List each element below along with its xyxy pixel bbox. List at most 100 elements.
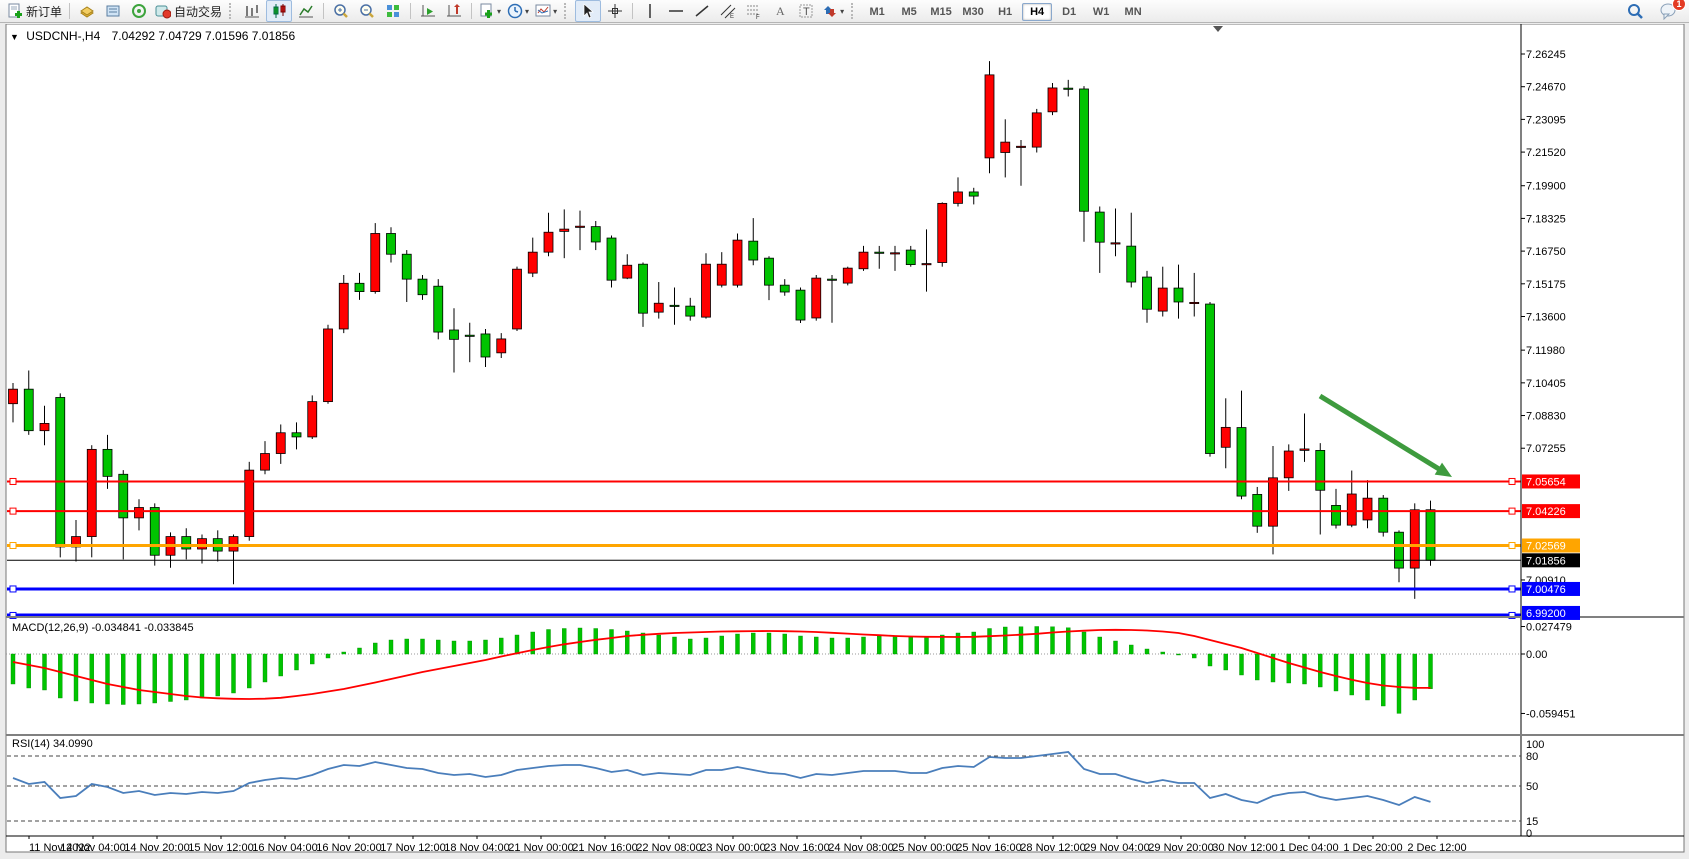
macd-bar	[609, 629, 614, 655]
hline-handle[interactable]	[1508, 585, 1516, 593]
timeframe-M15[interactable]: M15	[930, 5, 952, 18]
market-watch-button[interactable]	[75, 1, 99, 21]
macd-bar	[73, 653, 79, 702]
time-tick-label: 24 Nov 08:00	[828, 842, 893, 854]
chart-ohlc-readout: 7.04292 7.04729 7.01596 7.01856	[111, 29, 296, 43]
timeframe-M1[interactable]: M1	[869, 5, 885, 18]
cursor-button[interactable]	[575, 0, 602, 22]
shift-marker[interactable]	[1213, 26, 1223, 32]
candle	[417, 274, 428, 300]
macd-bar	[499, 637, 504, 655]
macd-bar	[672, 636, 677, 655]
fibonacci-button[interactable]: F	[742, 1, 766, 21]
hline-handle[interactable]	[9, 585, 17, 593]
new-chart-button[interactable]: ▾	[477, 1, 503, 21]
macd-bar	[1223, 653, 1228, 671]
tile-windows-button[interactable]	[381, 1, 405, 21]
chevron-down-icon: ▾	[553, 6, 558, 16]
auto-scroll-button[interactable]	[416, 1, 440, 21]
time-tick-label: 1 Dec 20:00	[1343, 842, 1402, 854]
time-tick-label: 16 Nov 20:00	[316, 842, 381, 854]
macd-bar	[546, 629, 551, 655]
chart-shift-button[interactable]	[442, 1, 466, 21]
symbol-dropdown-icon[interactable]: ▼	[10, 32, 19, 42]
timeframe-M30[interactable]: M30	[962, 5, 984, 18]
candlestick-chart-button[interactable]	[266, 0, 293, 22]
macd-bar	[388, 639, 394, 655]
toolbar-grip	[851, 3, 857, 19]
new-order-button[interactable]: 新订单	[5, 1, 64, 21]
hline-handle[interactable]	[1508, 542, 1516, 550]
candle	[732, 233, 743, 288]
indicators-button[interactable]: ▾	[533, 1, 559, 21]
data-window-button[interactable]	[101, 1, 125, 21]
candle	[1315, 443, 1326, 535]
hline-handle[interactable]	[1508, 611, 1516, 619]
macd-bar	[1003, 626, 1008, 655]
text-button[interactable]: A	[768, 1, 792, 21]
macd-bar	[467, 640, 472, 655]
timeframe-M5[interactable]: M5	[901, 5, 917, 18]
signals-button[interactable]	[127, 1, 151, 21]
hline-handle[interactable]	[9, 611, 17, 619]
timeframe-D1[interactable]: D1	[1062, 5, 1077, 18]
hline-handle[interactable]	[9, 477, 17, 485]
timeframe-MN[interactable]: MN	[1124, 5, 1142, 18]
macd-bar	[861, 636, 866, 655]
hline-handle[interactable]	[1508, 507, 1516, 515]
svg-text:F: F	[756, 15, 760, 19]
time-tick-label: 17 Nov 12:00	[380, 842, 445, 854]
arrow-annotation[interactable]	[1318, 393, 1447, 475]
bar-chart-button[interactable]	[240, 1, 264, 21]
line-chart-button[interactable]	[294, 1, 318, 21]
hline-handle[interactable]	[9, 542, 17, 550]
toolbar-grip	[564, 3, 570, 19]
rsi-line	[12, 751, 1431, 806]
timeframe-H4[interactable]: H4	[1022, 2, 1053, 21]
candle	[1268, 446, 1278, 555]
timeframe-H1[interactable]: H1	[998, 5, 1013, 18]
time-tick-label: 11 Nov 2022	[29, 842, 91, 854]
equidistant-channel-button[interactable]: E	[716, 1, 740, 21]
candle	[370, 223, 381, 294]
vertical-line-button[interactable]	[638, 1, 662, 21]
price-tick-label: 7.19900	[1526, 181, 1566, 193]
hline-handle[interactable]	[1508, 477, 1516, 485]
price-tick-label: 7.24670	[1526, 82, 1566, 94]
macd-bar	[1333, 653, 1339, 692]
candles-layer	[8, 61, 1436, 599]
macd-bar	[1365, 653, 1370, 701]
macd-bar	[168, 653, 173, 702]
chart-canvas[interactable]: 7.26245 7.24670 7.23095 7.21520 7.19900 7.183…	[0, 24, 1689, 859]
macd-bar	[814, 636, 819, 655]
macd-bar	[1381, 653, 1386, 707]
candle	[527, 237, 538, 278]
candle	[1189, 272, 1200, 317]
candle	[1031, 108, 1042, 153]
candle	[543, 212, 554, 257]
macd-bar	[1349, 653, 1354, 696]
candle	[1142, 270, 1152, 323]
zoom-out-button[interactable]	[355, 1, 379, 21]
macd-bar	[530, 631, 535, 655]
search-icon[interactable]	[1623, 1, 1647, 21]
hline-handle[interactable]	[9, 507, 17, 515]
candle	[1409, 503, 1420, 599]
autotrading-button[interactable]: 自动交易	[153, 1, 224, 21]
timeframe-W1[interactable]: W1	[1092, 5, 1110, 18]
candle	[464, 322, 475, 363]
arrows-button[interactable]: ▾	[820, 1, 846, 21]
trendline-button[interactable]	[690, 1, 714, 21]
crosshair-button[interactable]	[603, 1, 627, 21]
macd-bar	[483, 639, 488, 655]
horizontal-line-button[interactable]	[664, 1, 688, 21]
price-tick-label: 7.23095	[1526, 114, 1566, 126]
toolbar-separator	[410, 3, 412, 19]
notifications-button[interactable]: 1	[1656, 0, 1686, 21]
time-tick-label: 25 Nov 00:00	[892, 842, 957, 854]
autotrading-label: 自动交易	[174, 4, 223, 19]
text-label-button[interactable]: T	[794, 1, 818, 21]
zoom-in-button[interactable]	[329, 1, 353, 21]
macd-bar	[751, 632, 756, 655]
periods-button[interactable]: ▾	[505, 1, 531, 21]
